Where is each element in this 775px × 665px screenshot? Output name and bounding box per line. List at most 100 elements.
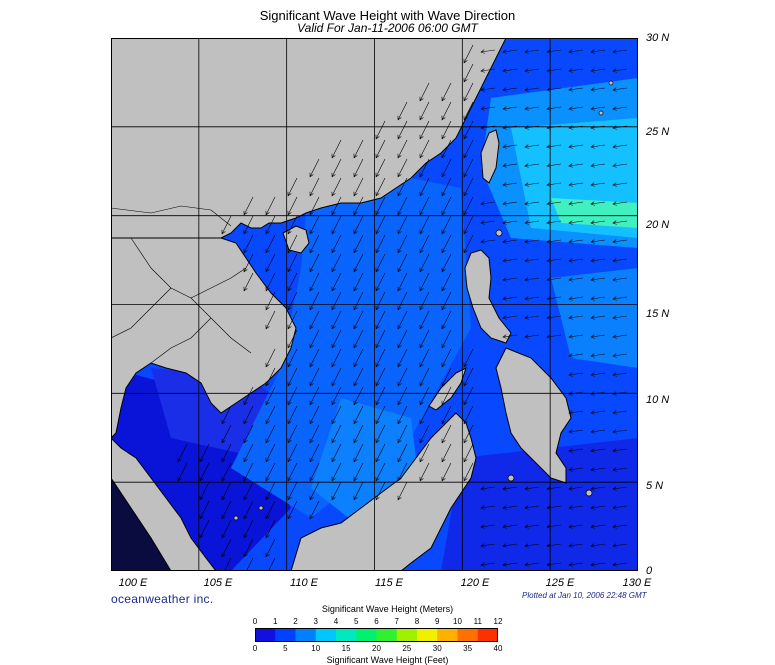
wave-arrow-head bbox=[331, 210, 336, 216]
wave-arrow bbox=[309, 196, 320, 215]
wave-arrow bbox=[309, 177, 320, 196]
wave-arrow-head bbox=[199, 476, 204, 482]
wave-arrow bbox=[309, 234, 320, 253]
wave-arrow-head bbox=[463, 115, 468, 121]
wave-arrow bbox=[419, 272, 430, 291]
wave-arrow bbox=[353, 215, 364, 234]
wave-arrow bbox=[243, 196, 254, 215]
wave-arrow bbox=[502, 182, 518, 186]
wave-arrow bbox=[441, 310, 452, 329]
wave-arrow-head bbox=[419, 438, 424, 444]
wave-arrow-head bbox=[612, 334, 617, 339]
colorbar-segment bbox=[376, 628, 398, 642]
wave-arrow bbox=[441, 234, 452, 253]
wave-arrow-head bbox=[309, 476, 314, 482]
wave-arrow-head bbox=[287, 362, 292, 368]
wave-arrow bbox=[243, 386, 254, 405]
wave-arrow bbox=[331, 348, 342, 367]
wave-arrow bbox=[243, 234, 254, 253]
wave-arrow bbox=[524, 106, 540, 110]
wave-arrow-head bbox=[265, 476, 270, 482]
wave-arrow bbox=[480, 49, 496, 53]
wave-arrow-head bbox=[590, 353, 595, 358]
wave-arrow-head bbox=[546, 68, 551, 73]
wave-height-map bbox=[111, 38, 638, 571]
wave-arrow-head bbox=[590, 372, 595, 377]
wave-arrow-head bbox=[524, 87, 529, 92]
wave-arrow bbox=[309, 424, 320, 443]
wave-arrow bbox=[524, 524, 540, 528]
wave-arrow-head bbox=[502, 125, 507, 130]
wave-arrow bbox=[397, 329, 408, 348]
wave-arrow-head bbox=[331, 248, 336, 254]
wave-arrow bbox=[480, 543, 496, 547]
wave-arrow-head bbox=[397, 115, 402, 121]
wave-arrow-head bbox=[353, 267, 358, 273]
wave-arrow bbox=[590, 334, 606, 338]
wave-arrow-head bbox=[221, 419, 226, 425]
wave-arrow-head bbox=[353, 191, 358, 197]
wave-arrow bbox=[590, 448, 606, 452]
wave-arrow-head bbox=[243, 248, 248, 254]
wave-arrow bbox=[265, 291, 276, 310]
wave-arrow-head bbox=[568, 391, 573, 396]
lat-label-20n: 20 N bbox=[646, 219, 670, 231]
wave-arrow bbox=[612, 467, 628, 471]
wave-arrow-head bbox=[546, 543, 551, 548]
wave-arrow-head bbox=[480, 201, 485, 206]
wave-arrow bbox=[397, 196, 408, 215]
wave-arrow bbox=[590, 410, 606, 414]
legend-meter-tick: 9 bbox=[435, 617, 440, 626]
wave-arrow bbox=[419, 158, 430, 177]
wave-arrow-head bbox=[375, 134, 380, 140]
wave-arrow bbox=[331, 139, 342, 158]
wave-arrow-head bbox=[199, 457, 204, 463]
wave-arrow-head bbox=[463, 229, 468, 235]
colorbar-segment bbox=[457, 628, 479, 642]
legend-feet-tick: 5 bbox=[283, 644, 288, 653]
wave-arrow bbox=[463, 424, 474, 443]
wave-arrow-head bbox=[397, 438, 402, 444]
wave-arrow bbox=[463, 462, 474, 481]
wave-arrow-head bbox=[546, 49, 551, 54]
wave-arrow bbox=[502, 296, 518, 300]
wave-arrow-head bbox=[199, 495, 204, 501]
wave-arrow-head bbox=[441, 305, 446, 311]
wave-arrow bbox=[590, 543, 606, 547]
wave-arrow bbox=[265, 367, 276, 386]
wave-arrow bbox=[568, 448, 584, 452]
wave-arrow-head bbox=[568, 182, 573, 187]
wave-arrow bbox=[441, 177, 452, 196]
wave-arrow bbox=[612, 201, 628, 205]
wave-arrow bbox=[546, 68, 562, 72]
wave-arrow bbox=[612, 372, 628, 376]
wave-arrow bbox=[353, 158, 364, 177]
wave-arrow bbox=[309, 310, 320, 329]
wave-arrow-head bbox=[331, 438, 336, 444]
colorbar-segment bbox=[396, 628, 418, 642]
wave-arrow-head bbox=[463, 362, 468, 368]
wave-arrow-head bbox=[546, 220, 551, 225]
wave-arrow bbox=[524, 87, 540, 91]
wave-arrow bbox=[353, 424, 364, 443]
wave-arrow-head bbox=[590, 201, 595, 206]
wave-arrow bbox=[375, 348, 386, 367]
wave-arrow-head bbox=[287, 495, 292, 501]
wave-arrow bbox=[265, 519, 276, 538]
wave-arrow-head bbox=[590, 467, 595, 472]
wave-arrow-head bbox=[568, 258, 573, 263]
wave-arrow-head bbox=[568, 201, 573, 206]
wave-arrow-head bbox=[590, 429, 595, 434]
wave-arrow-head bbox=[397, 324, 402, 330]
land-indochina bbox=[111, 237, 297, 439]
wave-arrow bbox=[199, 443, 210, 462]
wave-arrow bbox=[419, 405, 430, 424]
legend-meter-tick: 6 bbox=[374, 617, 379, 626]
wave-arrow-head bbox=[331, 324, 336, 330]
wave-arrow bbox=[397, 215, 408, 234]
wave-arrow-head bbox=[375, 476, 380, 482]
wave-arrow-head bbox=[612, 543, 617, 548]
wave-arrow bbox=[590, 163, 606, 167]
country-border bbox=[111, 205, 252, 364]
wave-arrow-head bbox=[612, 144, 617, 149]
